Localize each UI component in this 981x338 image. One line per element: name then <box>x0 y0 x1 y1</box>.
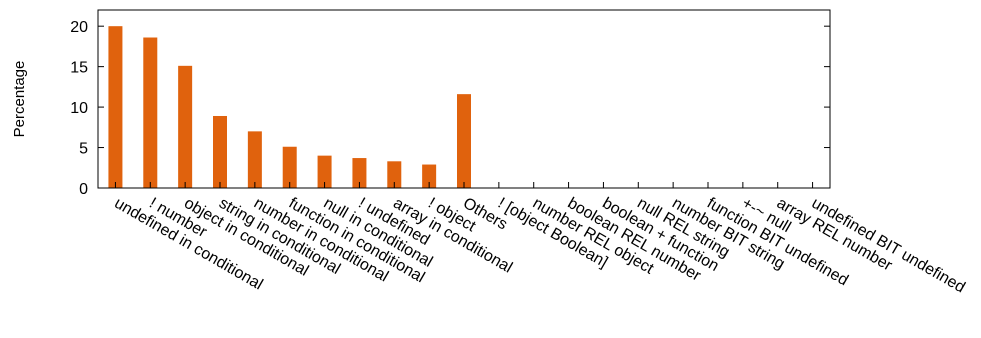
y-tick-label: 20 <box>70 19 88 36</box>
y-tick-label: 10 <box>70 100 88 117</box>
bar <box>352 158 367 188</box>
bar <box>282 146 297 188</box>
bars-group <box>108 26 471 189</box>
y-axis-label: Percentage <box>11 61 28 138</box>
bar <box>213 115 227 188</box>
bar <box>457 94 471 188</box>
y-tick-label: 15 <box>70 60 88 77</box>
bar <box>387 161 402 188</box>
bar <box>178 65 193 188</box>
y-axis: 0 5 10 15 20 <box>70 19 830 198</box>
bar <box>247 131 262 188</box>
bar <box>422 164 437 188</box>
bar <box>143 37 158 189</box>
y-tick-label: 0 <box>79 181 88 198</box>
bar <box>317 155 332 188</box>
bar <box>108 26 123 189</box>
y-tick-label: 5 <box>79 141 88 158</box>
